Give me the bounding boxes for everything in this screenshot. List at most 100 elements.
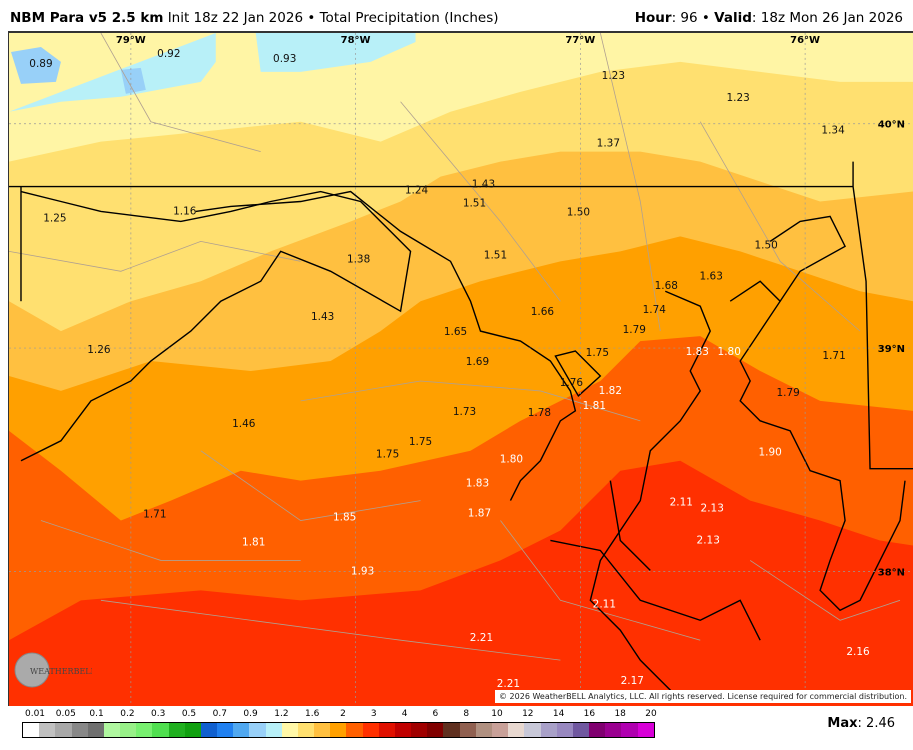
precip-value-label: 1.34 xyxy=(821,125,845,137)
colorbar-tick-label: 1.2 xyxy=(274,709,289,719)
county-line xyxy=(400,101,561,302)
precip-value-label: 1.23 xyxy=(602,70,625,82)
colorbar-tick-label: 0.2 xyxy=(120,709,135,719)
colorbar-swatch xyxy=(297,723,315,737)
state-or-shoreline xyxy=(589,290,711,701)
precip-value-label: 1.50 xyxy=(754,239,777,251)
precip-value-label: 1.78 xyxy=(528,407,551,419)
precip-value-label: 0.89 xyxy=(29,58,52,70)
colorbar-swatch xyxy=(411,723,428,737)
county-line xyxy=(699,121,861,332)
precip-value-label: 0.93 xyxy=(273,53,296,65)
state-or-shoreline xyxy=(729,280,906,612)
county-line xyxy=(599,33,661,332)
precip-value-label: 1.16 xyxy=(173,205,196,217)
max-number: : 2.46 xyxy=(857,716,895,731)
precip-value-label: 1.76 xyxy=(560,377,583,389)
precip-value-label: 1.75 xyxy=(376,449,399,461)
precip-value-label: 1.83 xyxy=(686,346,709,358)
precip-value-label: 1.65 xyxy=(444,326,467,338)
boundaries xyxy=(9,33,913,701)
colorbar-tick-label: 4 xyxy=(401,709,408,719)
precip-value-label: 1.46 xyxy=(232,418,255,430)
county-line xyxy=(300,380,641,422)
colorbar-tick-label: 2 xyxy=(340,709,346,719)
colorbar xyxy=(22,722,655,738)
precip-value-label: 1.79 xyxy=(776,387,799,399)
precip-value-label: 1.24 xyxy=(405,185,429,197)
colorbar-swatch xyxy=(362,723,379,737)
state-or-shoreline xyxy=(554,350,602,398)
precip-value-label: 0.92 xyxy=(157,48,180,60)
precip-region xyxy=(255,33,416,72)
state-or-shoreline xyxy=(609,480,651,571)
valid-value: : 18z Mon 26 Jan 2026 xyxy=(751,10,903,26)
copyright: © 2026 WeatherBELL Analytics, LLC. All r… xyxy=(495,690,911,703)
colorbar-swatch xyxy=(136,723,153,737)
precip-value-label: 1.43 xyxy=(472,179,495,191)
colorbar-swatch xyxy=(103,723,121,737)
colorbar-swatch xyxy=(491,723,509,737)
colorbar-tick-label: 0.3 xyxy=(151,709,166,719)
colorbar-swatch xyxy=(200,723,218,737)
colorbar-tick-label: 8 xyxy=(463,709,470,719)
colorbar-tick-label: 0.01 xyxy=(24,709,46,719)
colorbar-tick-label: 0.7 xyxy=(212,709,227,719)
precip-value-label: 1.75 xyxy=(409,436,432,448)
county-line xyxy=(100,599,561,661)
colorbar-tick-label: 12 xyxy=(522,709,534,719)
colorbar-swatch xyxy=(621,723,638,737)
svg-text:WEATHERBELL: WEATHERBELL xyxy=(30,667,92,676)
precip-value-label: 1.82 xyxy=(599,385,622,397)
colorbar-swatch xyxy=(540,723,557,737)
separator: • xyxy=(307,10,316,26)
colorbar-swatch xyxy=(233,723,250,737)
valid-info: Hour: 96 • Valid: 18z Mon 26 Jan 2026 xyxy=(635,10,903,26)
state-or-shoreline xyxy=(195,190,577,501)
state-or-shoreline xyxy=(769,215,846,302)
precip-value-label: 2.13 xyxy=(701,503,724,515)
precip-value-label: 1.81 xyxy=(242,536,265,548)
precipitation-map: 79°W 78°W 77°W 76°W 40°N 39°N 38°N 0.89 0.92 0.9… xyxy=(8,31,913,706)
precip-value-label: 1.71 xyxy=(143,509,166,521)
colorbar-tick-label: 0.1 xyxy=(89,709,104,719)
county-line xyxy=(100,33,261,153)
county-line xyxy=(40,520,301,561)
colorbar-swatch xyxy=(184,723,201,737)
colorbar-swatch xyxy=(87,723,104,737)
precip-value-label: 1.69 xyxy=(466,356,489,368)
colorbar-swatch xyxy=(508,723,525,737)
lon-label: 79°W xyxy=(116,35,146,46)
colorbar-swatch xyxy=(605,723,622,737)
state-or-shoreline xyxy=(550,539,761,641)
colorbar-swatch xyxy=(55,723,72,737)
precip-value-label: 1.23 xyxy=(727,92,750,104)
precip-value-label: 1.73 xyxy=(453,406,476,418)
colorbar-swatch xyxy=(265,723,282,737)
colorbar-swatch xyxy=(217,723,234,737)
colorbar-swatch xyxy=(152,723,169,737)
colorbar-tick-label: 0.5 xyxy=(181,709,197,719)
colorbar-tick-label: 16 xyxy=(583,709,596,719)
precip-value-label: 1.38 xyxy=(347,253,370,265)
precip-value-label: 1.83 xyxy=(466,478,489,490)
model-name: NBM Para v5 2.5 km xyxy=(10,10,164,26)
colorbar-swatch xyxy=(443,723,460,737)
precip-value-label: 1.51 xyxy=(463,197,486,209)
colorbar-swatch xyxy=(524,723,541,737)
precip-value-label: 1.80 xyxy=(500,454,523,466)
colorbar-swatch xyxy=(330,723,347,737)
precip-fills xyxy=(9,33,913,706)
colorbar-tick-label: 10 xyxy=(491,709,503,719)
precip-value-label: 2.11 xyxy=(670,497,693,509)
precip-value-label: 1.81 xyxy=(583,400,606,412)
lat-label: 38°N xyxy=(878,567,905,578)
colorbar-tick-label: 14 xyxy=(552,709,565,719)
precip-value-label: 1.71 xyxy=(822,350,845,362)
colorbar-swatch xyxy=(23,723,40,737)
precip-value-label: 2.11 xyxy=(593,598,616,610)
precip-value-label: 2.17 xyxy=(621,675,644,687)
lat-label: 39°N xyxy=(878,344,905,355)
precip-value-label: 1.43 xyxy=(311,311,334,323)
county-line xyxy=(200,450,421,521)
